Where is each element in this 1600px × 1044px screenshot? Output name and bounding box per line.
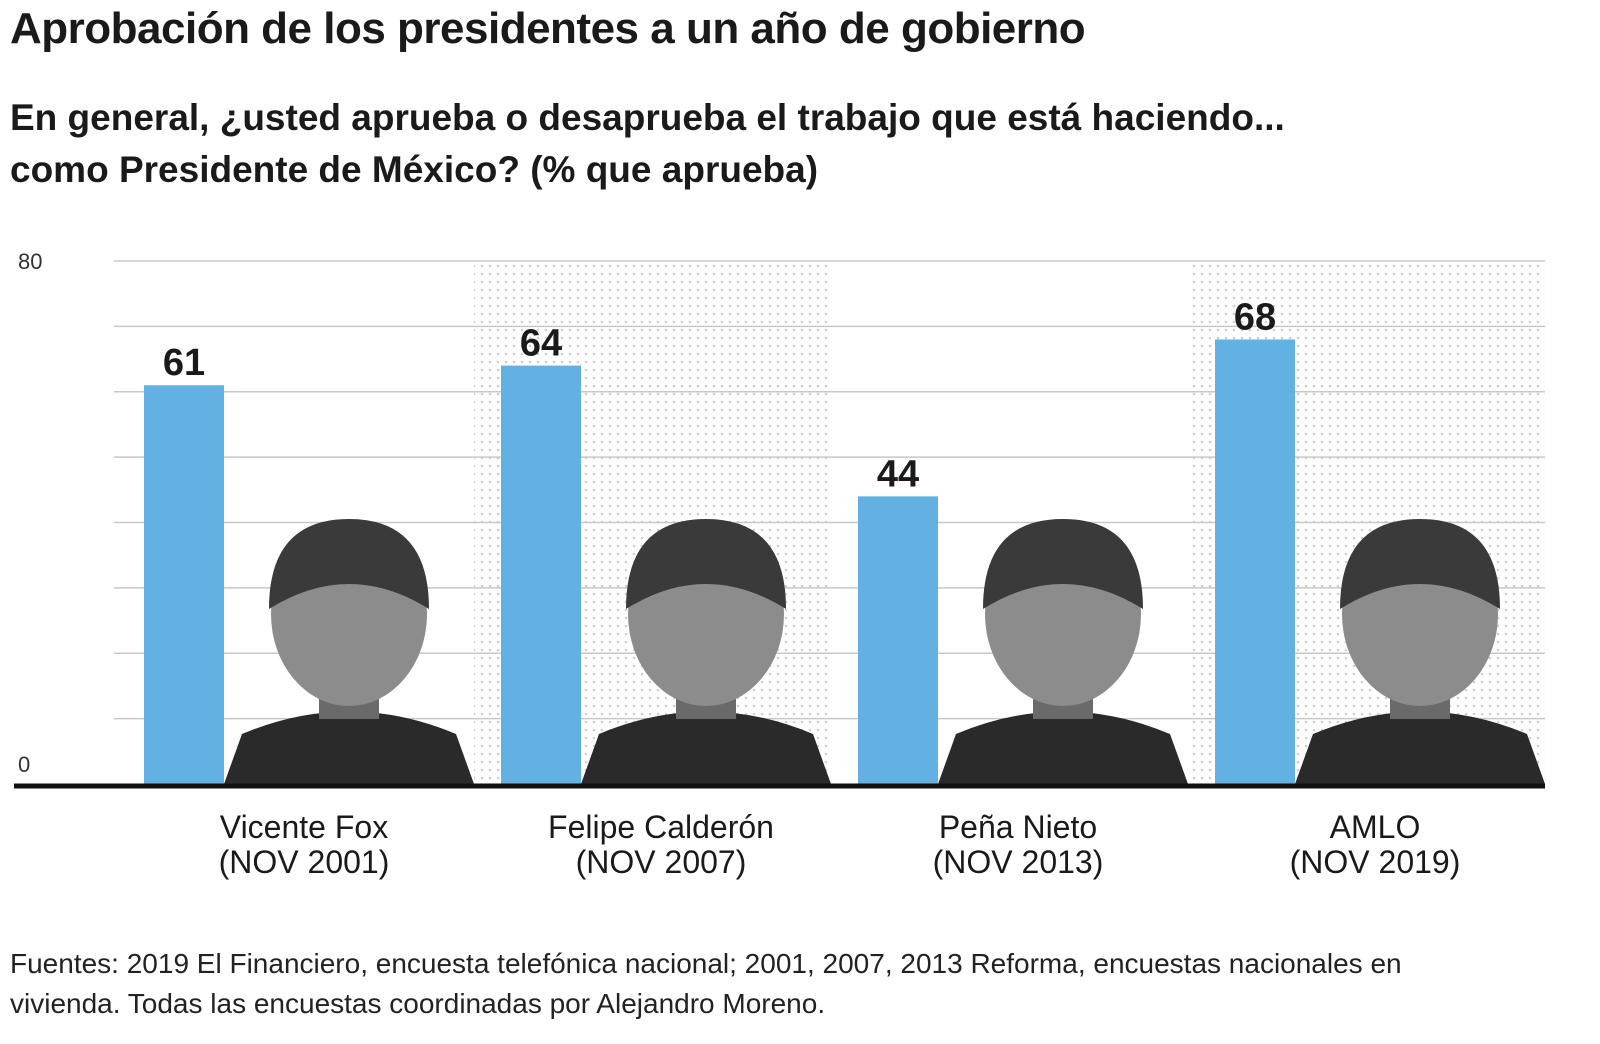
bar-4 bbox=[1215, 339, 1295, 784]
subtitle-line-1: En general, ¿usted aprueba o desaprueba … bbox=[10, 97, 1285, 138]
data-label: 61 bbox=[163, 342, 205, 384]
source-note: Fuentes: 2019 El Financiero, encuesta te… bbox=[10, 948, 1402, 1019]
category-label: Felipe Calderón bbox=[548, 809, 774, 845]
category-date-label: (NOV 2007) bbox=[576, 844, 747, 880]
category-date-label: (NOV 2013) bbox=[933, 844, 1104, 880]
portrait-shoulders bbox=[581, 711, 831, 784]
category-label: AMLO bbox=[1330, 809, 1421, 845]
portrait-shoulders bbox=[1295, 711, 1545, 784]
category-label: Vicente Fox bbox=[220, 809, 388, 845]
category-date-label: (NOV 2019) bbox=[1290, 844, 1461, 880]
portrait-shoulders bbox=[224, 711, 474, 784]
category-date-label: (NOV 2001) bbox=[219, 844, 390, 880]
data-label: 68 bbox=[1234, 296, 1276, 338]
portrait-4 bbox=[1295, 519, 1545, 784]
portrait-shoulders bbox=[938, 711, 1188, 784]
bar-2 bbox=[501, 365, 581, 784]
category-label: Peña Nieto bbox=[939, 809, 1097, 845]
bar-chart: 61 Vicente Fox(NOV 2001) 64 Felipe Calderón… bbox=[14, 249, 1545, 880]
portrait-hair bbox=[269, 519, 429, 609]
chart-subtitle: En general, ¿usted aprueba o desaprueba … bbox=[10, 92, 1570, 196]
portrait-hair bbox=[983, 519, 1143, 609]
portrait-2 bbox=[581, 519, 831, 784]
portrait-3 bbox=[938, 519, 1188, 784]
subtitle-line-2: como Presidente de México? (% que aprueb… bbox=[10, 149, 819, 190]
chart-title: Aprobación de los presidentes a un año d… bbox=[10, 4, 1086, 53]
portrait-hair bbox=[626, 519, 786, 609]
bar-3 bbox=[858, 496, 938, 784]
portrait-1 bbox=[224, 519, 474, 784]
bar-1 bbox=[144, 385, 224, 784]
data-label: 64 bbox=[520, 323, 562, 365]
data-label: 44 bbox=[877, 453, 919, 495]
portrait-hair bbox=[1340, 519, 1500, 609]
y-tick-label: 0 bbox=[18, 752, 30, 777]
y-tick-label: 80 bbox=[18, 249, 42, 274]
